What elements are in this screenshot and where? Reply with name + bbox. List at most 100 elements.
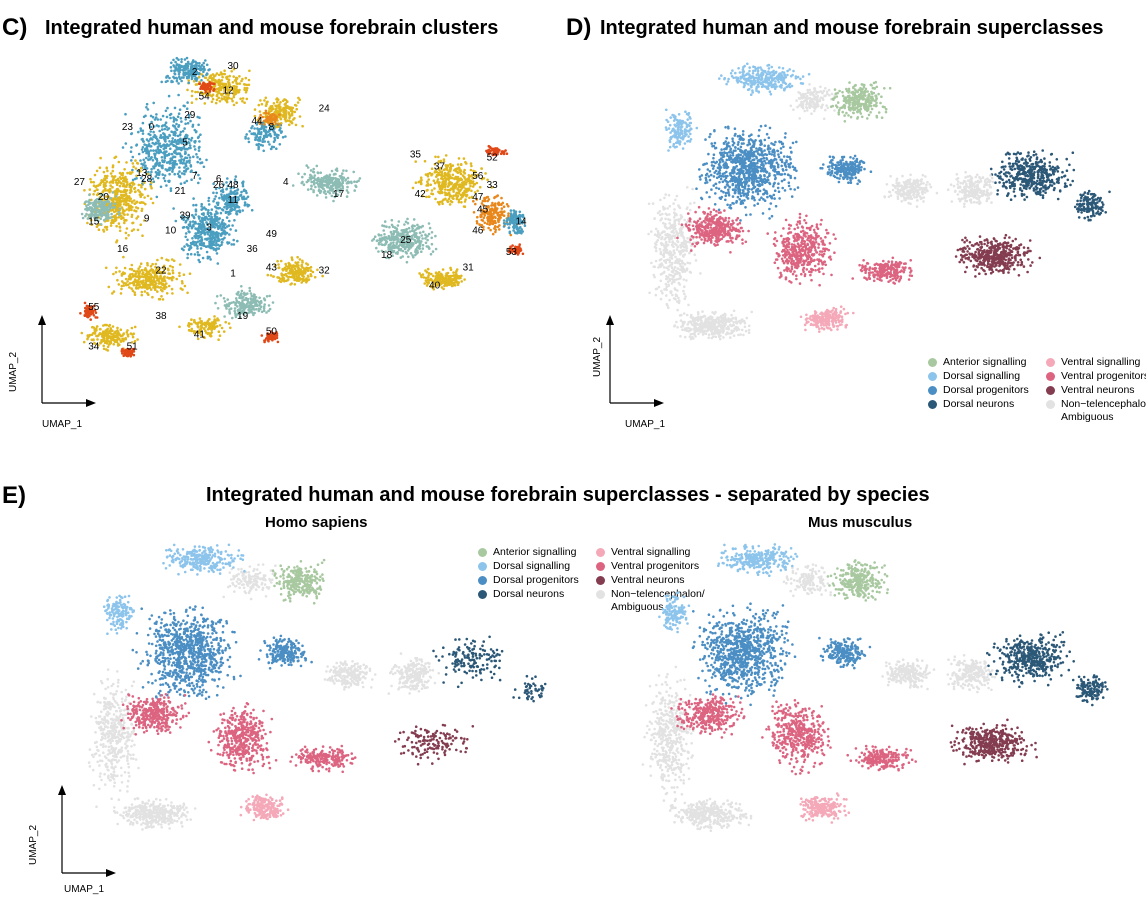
cluster-points — [79, 56, 527, 358]
legend-item: Anterior signalling — [928, 356, 1046, 369]
cluster-label: 47 — [472, 192, 484, 203]
legend-item: Dorsal neurons — [478, 588, 596, 614]
legend-label: Ventral progenitors — [1061, 370, 1146, 382]
homo-sapiens-cluster — [512, 674, 547, 703]
cluster-cluster — [291, 164, 362, 203]
superclass-cluster — [954, 233, 1042, 278]
legend-label: Dorsal progenitors — [493, 574, 579, 586]
legend-label: Ventral progenitors — [611, 560, 700, 572]
cluster-cluster — [260, 330, 280, 344]
homo-sapiens-cluster — [222, 563, 277, 601]
cluster-cluster — [266, 255, 324, 286]
umap-axis-arrows-d — [606, 315, 664, 407]
cluster-label: 41 — [194, 329, 206, 340]
cluster-cluster — [160, 56, 211, 85]
cluster-label: 7 — [192, 171, 198, 182]
cluster-cluster — [214, 285, 275, 320]
cluster-label: 49 — [266, 229, 278, 240]
cluster-label: 44 — [251, 116, 263, 127]
legend-label: Ventral signalling — [1061, 356, 1141, 368]
homo-sapiens-cluster — [162, 543, 246, 576]
cluster-label: 23 — [122, 122, 134, 133]
legend-dot — [478, 590, 487, 599]
legend-dot — [478, 548, 487, 557]
superclass-cluster — [819, 154, 873, 186]
cluster-label: 2 — [192, 67, 198, 78]
cluster-cluster — [411, 154, 494, 208]
umap-homo-sapiens-plot — [87, 543, 547, 831]
cluster-cluster — [244, 120, 287, 153]
mus-musculus-cluster — [881, 658, 936, 691]
cluster-cluster — [120, 347, 136, 358]
legend-label: Ventral neurons — [611, 574, 685, 586]
legend-dot — [596, 590, 605, 599]
cluster-label: 36 — [247, 244, 259, 255]
homo-sapiens-cluster — [120, 693, 191, 736]
cluster-label: 45 — [477, 204, 489, 215]
cluster-label: 35 — [410, 150, 422, 161]
cluster-label: 11 — [228, 195, 239, 206]
cluster-label: 53 — [506, 247, 518, 258]
axis-x-label-e: UMAP_1 — [64, 884, 105, 895]
cluster-cluster — [79, 301, 99, 321]
cluster-label: 46 — [472, 226, 484, 237]
mus-musculus-cluster — [846, 744, 918, 772]
superclass-cluster — [766, 212, 837, 287]
cluster-label: 27 — [74, 177, 86, 188]
cluster-label: 39 — [179, 210, 191, 221]
legend-dot — [1046, 358, 1055, 367]
legend-item: Ventral neurons — [1046, 384, 1146, 397]
legend-item: Ventral signalling — [1046, 356, 1146, 369]
cluster-cluster — [207, 175, 254, 223]
legend-item: Ventral neurons — [596, 574, 716, 587]
superclass-cluster — [799, 305, 855, 333]
cluster-label: 48 — [227, 180, 239, 191]
cluster-label: 3 — [206, 223, 212, 234]
legend-dot — [1046, 400, 1055, 409]
legend-item: Ventral progenitors — [596, 560, 716, 573]
cluster-label: 51 — [127, 342, 139, 353]
cluster-label: 29 — [184, 110, 196, 121]
panel-e-letter: E) — [2, 482, 26, 509]
cluster-label: 21 — [175, 186, 187, 197]
mus-musculus-cluster — [826, 559, 890, 602]
homo-sapiens-cluster — [271, 558, 326, 605]
legend-label: Non−telencephalon/ Ambiguous — [611, 588, 705, 613]
cluster-label: 30 — [227, 61, 239, 72]
legend-dot — [596, 576, 605, 585]
cluster-label: 4 — [283, 177, 289, 188]
cluster-label: 43 — [266, 262, 278, 273]
superclass-cluster — [1073, 189, 1111, 222]
mus-musculus-cluster — [949, 718, 1038, 766]
superclass-cluster — [695, 124, 800, 222]
cluster-label: 42 — [415, 189, 427, 200]
umap-superclasses-plot — [647, 62, 1111, 341]
cluster-label: 50 — [266, 326, 278, 337]
cluster-label: 12 — [223, 85, 235, 96]
homo-sapiens-cluster — [289, 744, 357, 774]
superclass-points — [647, 62, 1111, 341]
superclass-cluster — [989, 149, 1076, 201]
mus-musculus-points — [641, 543, 1109, 832]
cluster-cluster — [257, 109, 281, 126]
umap-axis-arrows-e — [58, 785, 116, 877]
homo-sapiens-cluster — [239, 793, 290, 822]
umap-axis-arrows-c — [38, 315, 96, 407]
cluster-label: 0 — [149, 122, 155, 133]
cluster-label: 13 — [136, 168, 148, 179]
cluster-label: 20 — [98, 192, 110, 203]
legend-dot — [928, 372, 937, 381]
cluster-label: 32 — [319, 265, 331, 276]
cluster-label: 16 — [117, 244, 129, 255]
legend-dot — [928, 358, 937, 367]
cluster-label: 24 — [319, 104, 331, 115]
homo-sapiens-cluster — [257, 634, 313, 670]
mus-musculus-cluster — [782, 563, 833, 598]
cluster-label: 18 — [381, 250, 393, 261]
cluster-label: 25 — [400, 235, 412, 246]
cluster-cluster — [80, 323, 139, 352]
legend-item: Anterior signalling — [478, 546, 596, 559]
legend-dot — [596, 562, 605, 571]
homo-sapiens-cluster — [323, 660, 377, 691]
legend-dot — [928, 386, 937, 395]
